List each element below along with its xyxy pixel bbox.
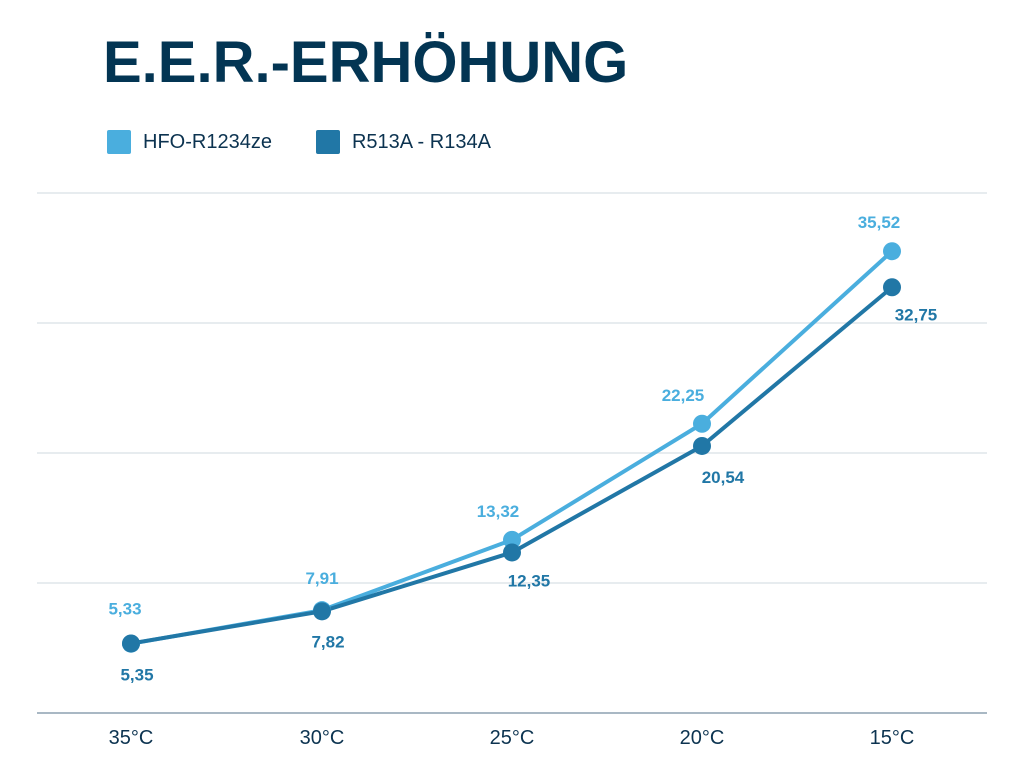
data-label-hfo: 35,52 bbox=[858, 213, 901, 232]
data-label-r513a: 7,82 bbox=[311, 632, 344, 651]
data-label-hfo: 13,32 bbox=[477, 502, 520, 521]
chart-title: E.E.R.-ERHÖHUNG bbox=[103, 30, 629, 95]
data-point-r513a bbox=[313, 602, 331, 621]
data-label-r513a: 32,75 bbox=[895, 305, 938, 324]
legend-item-hfo: HFO-R1234ze bbox=[107, 130, 272, 154]
data-point-hfo bbox=[883, 242, 901, 261]
data-point-r513a bbox=[883, 278, 901, 297]
legend-swatch-hfo bbox=[107, 130, 131, 154]
legend-label-hfo: HFO-R1234ze bbox=[143, 130, 272, 153]
data-point-r513a bbox=[122, 634, 140, 653]
x-tick-label: 30°C bbox=[300, 727, 345, 749]
legend: HFO-R1234ze R513A - R134A bbox=[107, 130, 535, 154]
data-label-hfo: 5,33 bbox=[108, 600, 141, 619]
data-label-hfo: 22,25 bbox=[662, 386, 705, 405]
legend-label-r513a: R513A - R134A bbox=[351, 130, 491, 153]
data-point-hfo bbox=[503, 530, 521, 549]
data-label-r513a: 5,35 bbox=[120, 665, 153, 684]
data-label-r513a: 12,35 bbox=[508, 571, 551, 590]
x-tick-label: 25°C bbox=[490, 727, 535, 749]
data-point-r513a bbox=[693, 436, 711, 455]
data-point-r513a bbox=[503, 543, 521, 562]
data-label-hfo: 7,91 bbox=[305, 569, 338, 588]
legend-item-r513a: R513A - R134A bbox=[315, 130, 491, 154]
x-tick-label: 35°C bbox=[109, 727, 154, 749]
data-label-r513a: 20,54 bbox=[702, 468, 745, 487]
x-tick-label: 15°C bbox=[870, 727, 915, 749]
x-tick-label: 20°C bbox=[680, 727, 725, 749]
legend-swatch-r513a bbox=[315, 130, 340, 154]
data-point-hfo bbox=[693, 414, 711, 433]
